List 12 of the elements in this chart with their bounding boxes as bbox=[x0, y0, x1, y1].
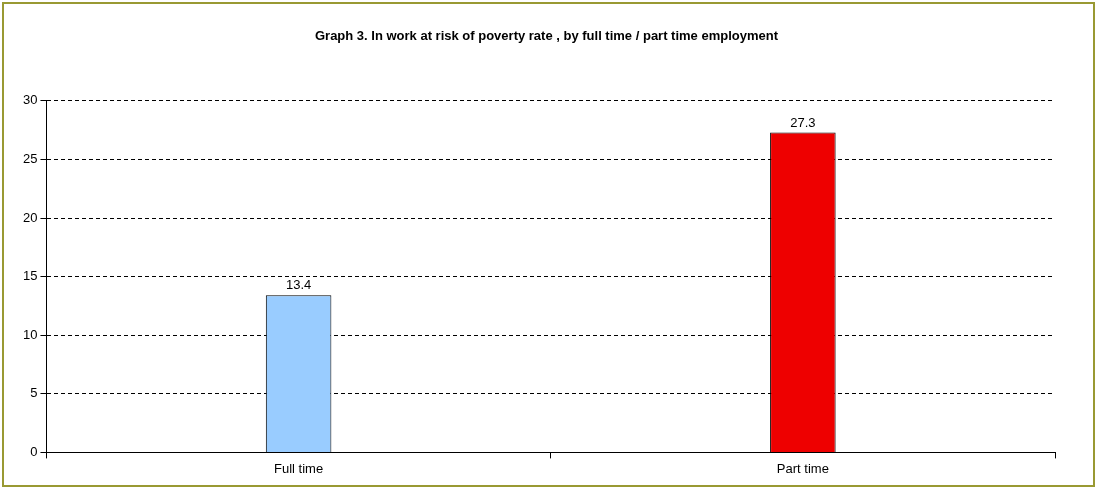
data-label: 13.4 bbox=[285, 277, 312, 293]
y-tick-label: 20 bbox=[22, 209, 38, 225]
x-tick-label: Part time bbox=[776, 460, 829, 476]
data-label: 27.3 bbox=[790, 114, 816, 130]
y-tick-label: 10 bbox=[22, 326, 38, 342]
y-tick-label: 5 bbox=[30, 385, 38, 401]
x-tick-label: Full time bbox=[274, 460, 324, 476]
y-tick-label: 15 bbox=[22, 268, 38, 284]
chart-title: Graph 3. In work at risk of poverty rate , by full time / part time employment bbox=[313, 28, 780, 43]
y-tick-label: 30 bbox=[22, 92, 38, 108]
y-tick-label: 0 bbox=[30, 443, 38, 459]
y-tick-label: 25 bbox=[22, 150, 38, 166]
